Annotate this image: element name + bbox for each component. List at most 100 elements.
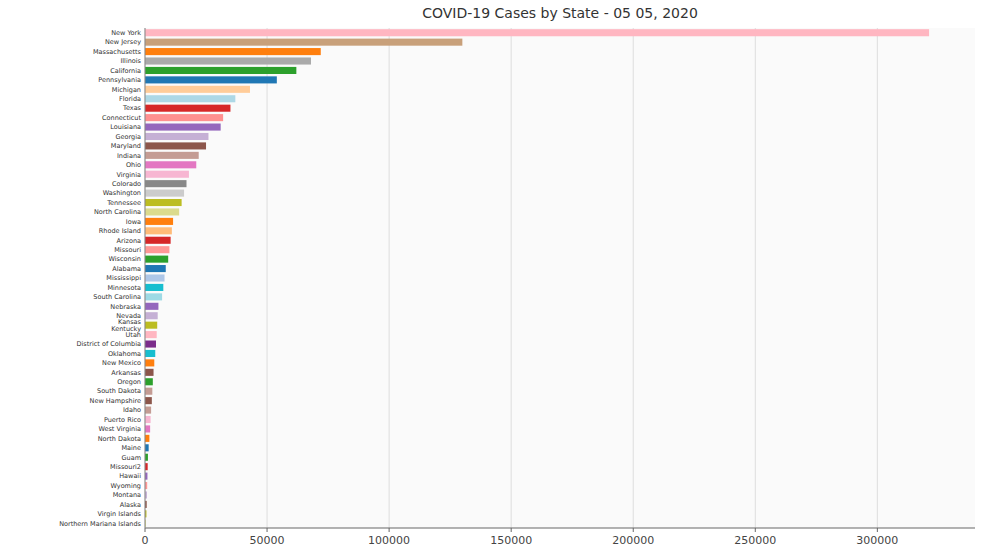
bar [145,133,208,140]
category-label: Tennessee [106,199,141,207]
bar [145,369,154,376]
bar [145,142,206,149]
bar [145,303,158,310]
category-label: Maine [121,444,141,452]
category-label: West Virginia [98,425,141,433]
tick-mark [389,528,390,532]
category-label: Washington [103,189,141,197]
category-label: Maryland [111,142,141,150]
bar [145,161,196,168]
category-label: North Dakota [98,435,141,443]
bar [145,416,151,423]
bar [145,388,152,395]
category-label: Idaho [123,406,141,414]
category-label: Illinois [120,57,141,65]
tick-mark [633,528,634,532]
category-label: Nebraska [110,303,141,311]
bar [145,284,163,291]
bar [145,265,166,272]
bar [145,425,150,432]
bar [145,67,296,74]
bar [145,293,162,300]
category-labels: New YorkNew JerseyMassachusettsIllinoisC… [59,29,141,528]
bar [145,208,179,215]
tick-label: 250000 [734,534,776,547]
chart: 050000100000150000200000250000300000New … [0,0,1000,552]
category-label: Ohio [126,161,141,169]
tick-mark [267,528,268,532]
bar [145,227,172,234]
bar [145,124,221,131]
category-label: Alabama [112,265,141,273]
bar [145,152,199,159]
category-label: Massachusetts [93,48,142,56]
bar [145,114,223,121]
category-label: Connecticut [102,114,141,122]
category-label: Texas [122,104,142,112]
category-label: North Carolina [94,208,141,216]
category-label: Wisconsin [109,255,141,263]
category-label: Utah [126,331,141,339]
plot-background [145,28,975,528]
category-label: Florida [119,95,141,103]
category-label: Rhode Island [99,227,141,235]
tick-label: 0 [142,534,149,547]
tick-mark [511,528,512,532]
category-label: Hawaii [119,472,141,480]
bar [145,378,153,385]
category-label: Guam [122,454,141,462]
bar [145,312,158,319]
tick-label: 150000 [490,534,532,547]
category-label: Oregon [117,378,141,386]
tick-mark [145,528,146,532]
bar [145,322,157,329]
category-label: Michigan [112,86,141,94]
bar [145,57,311,64]
tick-mark [755,528,756,532]
category-label: Virgin Islands [97,510,141,518]
tick-label: 50000 [250,534,285,547]
category-label: South Dakota [97,387,141,395]
bar [145,274,165,281]
category-label: South Carolina [93,293,141,301]
grid-line [877,28,878,528]
category-label: Puerto Rico [104,416,141,424]
category-label: Missouri [114,246,141,254]
bar [145,256,168,263]
bar [145,246,169,253]
category-label: Indiana [117,152,141,160]
bar [145,95,235,102]
category-label: Arizona [117,237,141,245]
bar [145,435,149,442]
category-label: Minnesota [107,284,141,292]
bar [145,407,151,414]
x-axis-line [145,528,975,529]
category-label: Louisiana [110,123,141,131]
category-label: Pennsylvania [98,76,141,84]
bar [145,397,152,404]
bars [145,29,929,527]
grid-line [633,28,634,528]
tick-mark [877,528,878,532]
category-label: New Hampshire [90,397,141,405]
bar [145,444,149,451]
bar [145,48,321,55]
grid-line [755,28,756,528]
bar [145,359,154,366]
bar [145,171,189,178]
grid [145,28,877,528]
grid-line [511,28,512,528]
bar [145,237,171,244]
category-label: New Mexico [102,359,141,367]
category-label: Iowa [126,218,141,226]
category-label: New York [111,29,141,37]
bar [145,76,277,83]
category-label: Mississippi [106,274,141,282]
bar [145,180,187,187]
title: COVID-19 Cases by State - 05 05, 2020 [422,5,698,21]
grid-line [145,28,146,528]
category-label: Missouri2 [110,463,141,471]
bar [145,86,250,93]
chart-container: 050000100000150000200000250000300000New … [0,0,1000,552]
category-label: Oklahoma [108,350,141,358]
